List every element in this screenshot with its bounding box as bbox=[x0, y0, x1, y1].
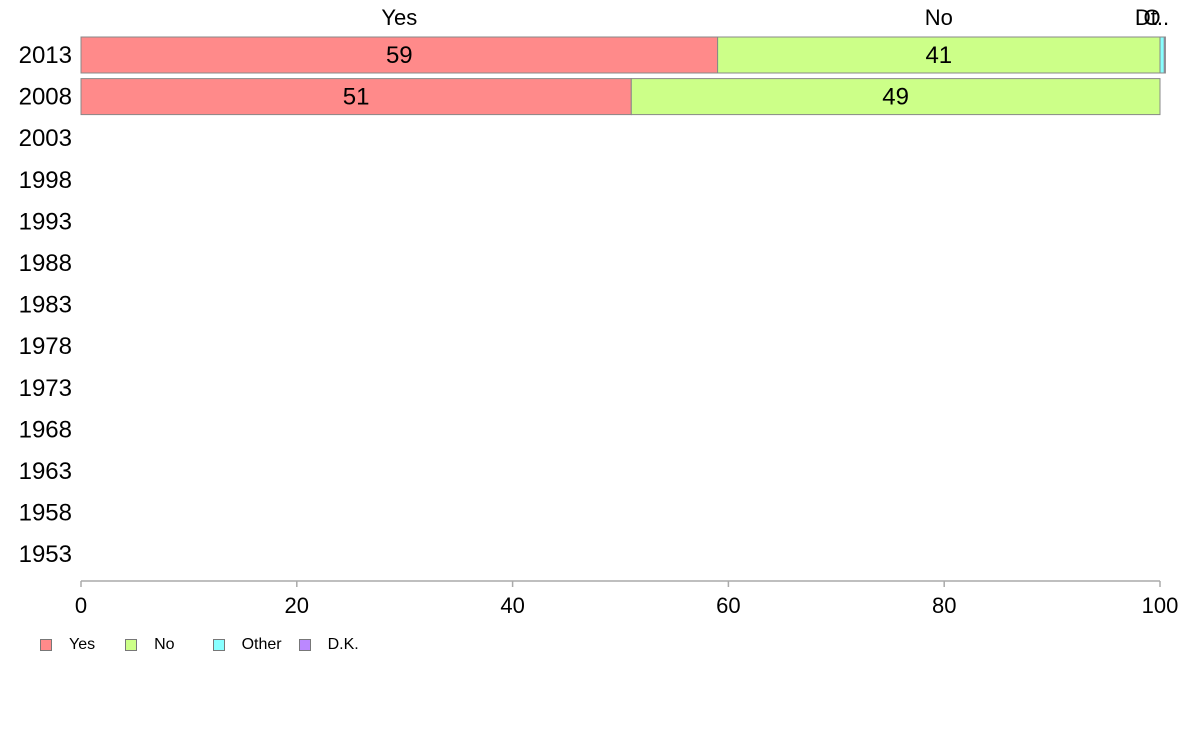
bar-yes-2013 bbox=[80, 36, 719, 74]
category-label-1973: 1973 bbox=[19, 375, 72, 402]
legend-label-yes: Yes bbox=[69, 636, 96, 653]
category-label-2003: 2003 bbox=[19, 125, 72, 152]
top-label-1: No bbox=[925, 5, 953, 30]
x-tick-label-0: 0 bbox=[75, 593, 87, 618]
x-tick-label-60: 60 bbox=[716, 593, 740, 618]
data-label-no-2008: 49 bbox=[882, 84, 909, 111]
legend-swatch-yes bbox=[40, 639, 52, 651]
category-label-1998: 1998 bbox=[19, 167, 72, 194]
category-label-1978: 1978 bbox=[19, 333, 72, 360]
data-label-yes-2013: 59 bbox=[386, 42, 413, 69]
legend-label-no: No bbox=[154, 636, 175, 653]
category-label-1953: 1953 bbox=[19, 541, 72, 568]
legend-swatch-other bbox=[212, 639, 225, 651]
top-label-0: Yes bbox=[381, 5, 417, 30]
top-label-2: O bbox=[1143, 5, 1160, 30]
data-label-yes-2008: 51 bbox=[343, 84, 370, 111]
category-label-2013: 2013 bbox=[19, 42, 72, 69]
category-label-1968: 1968 bbox=[19, 416, 72, 443]
category-label-1988: 1988 bbox=[19, 250, 72, 277]
legend-label-other: Other bbox=[241, 636, 282, 653]
legend-swatch-no bbox=[125, 639, 138, 651]
data-label-no-2013: 41 bbox=[925, 42, 952, 69]
category-label-1983: 1983 bbox=[19, 292, 72, 319]
category-label-2008: 2008 bbox=[19, 84, 72, 111]
x-tick-label-40: 40 bbox=[500, 593, 524, 618]
x-tick-label-100: 100 bbox=[1142, 593, 1179, 618]
legend-item-no: No bbox=[125, 636, 175, 654]
legend-swatch-dk bbox=[298, 639, 311, 651]
category-label-1963: 1963 bbox=[19, 458, 72, 485]
legend: Yes No Other D.K. bbox=[40, 636, 359, 654]
x-tick-label-80: 80 bbox=[932, 593, 956, 618]
legend-item-yes: Yes bbox=[40, 636, 95, 654]
category-label-1993: 1993 bbox=[19, 208, 72, 235]
top-label-3: Dt.. bbox=[1135, 5, 1169, 30]
legend-item-other: Other bbox=[212, 636, 282, 654]
bar-yes-2008 bbox=[80, 78, 632, 116]
legend-item-dk: D.K. bbox=[298, 636, 359, 654]
bar-no-2008 bbox=[630, 78, 1161, 116]
x-tick-label-20: 20 bbox=[285, 593, 309, 618]
legend-label-dk: D.K. bbox=[327, 636, 359, 653]
category-label-1958: 1958 bbox=[19, 500, 72, 527]
bar-no-2013 bbox=[717, 36, 1161, 74]
bar-other-2013 bbox=[1159, 36, 1165, 74]
bar-d-k-2013 bbox=[1163, 36, 1166, 74]
